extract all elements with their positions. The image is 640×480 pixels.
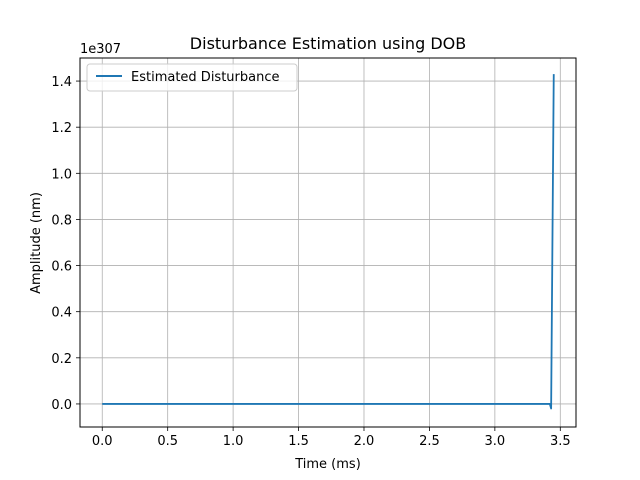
legend-series-label: Estimated Disturbance bbox=[131, 70, 279, 85]
plot-area bbox=[102, 74, 555, 410]
x-tick-label: 0.0 bbox=[92, 434, 113, 449]
x-tick-label: 3.0 bbox=[485, 434, 506, 449]
axes-frame bbox=[79, 57, 577, 428]
x-tick-label: 1.0 bbox=[223, 434, 244, 449]
y-tick-label: 0.2 bbox=[51, 352, 72, 367]
y-tick-label: 1.4 bbox=[51, 75, 72, 90]
y-tick-label: 0.6 bbox=[51, 260, 72, 275]
legend-box bbox=[86, 63, 298, 92]
legend: Estimated Disturbance bbox=[86, 63, 298, 92]
series-line-estimated-disturbance bbox=[102, 74, 555, 410]
y-tick-label: 1.0 bbox=[51, 167, 72, 182]
y-axis-ticks: 0.0 0.2 0.4 0.6 0.8 1.0 1.2 1.4 bbox=[51, 75, 80, 413]
y-tick-label: 0.0 bbox=[51, 398, 72, 413]
y-tick-label: 0.8 bbox=[51, 213, 72, 228]
x-tick-label: 1.5 bbox=[288, 434, 309, 449]
x-axis-label: Time (ms) bbox=[294, 457, 361, 472]
x-axis-ticks: 0.0 0.5 1.0 1.5 2.0 2.5 3.0 3.5 bbox=[92, 427, 571, 449]
y-tick-label: 0.4 bbox=[51, 306, 72, 321]
chart-title: Disturbance Estimation using DOB bbox=[190, 34, 466, 53]
y-axis-label: Amplitude (nm) bbox=[29, 192, 44, 294]
y-axis-offset-label: 1e307 bbox=[80, 42, 121, 57]
y-tick-label: 1.2 bbox=[51, 121, 72, 136]
x-tick-label: 2.5 bbox=[419, 434, 440, 449]
x-tick-label: 3.5 bbox=[550, 434, 571, 449]
x-tick-label: 0.5 bbox=[157, 434, 178, 449]
x-tick-label: 2.0 bbox=[354, 434, 375, 449]
